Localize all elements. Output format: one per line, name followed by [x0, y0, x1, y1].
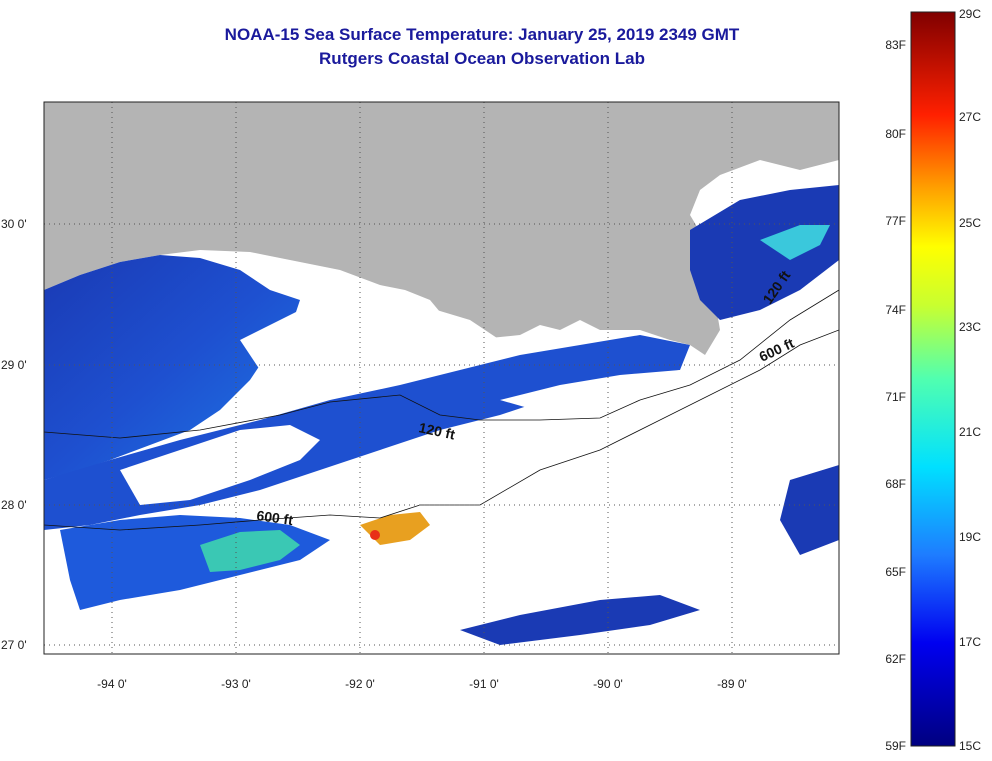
- lon-label: -93 0': [221, 677, 251, 691]
- colorbar-f-label: 68F: [885, 477, 906, 491]
- plot-border: [43, 101, 840, 655]
- contour-label-120-west: 120 ft: [417, 419, 456, 442]
- contour-label-600-west: 600 ft: [256, 507, 295, 528]
- colorbar-f-label: 59F: [885, 739, 906, 753]
- water-patch-warm: [200, 530, 300, 572]
- lon-label: -92 0': [345, 677, 375, 691]
- map-title: NOAA-15 Sea Surface Temperature: January…: [224, 25, 740, 44]
- colorbar-f-label: 83F: [885, 38, 906, 52]
- colorbar-f-label: 65F: [885, 565, 906, 579]
- map-subtitle: Rutgers Coastal Ocean Observation Lab: [319, 49, 645, 68]
- lon-label: -91 0': [469, 677, 499, 691]
- colorbar-c-label: 25C: [959, 216, 981, 230]
- lat-label: 27 0': [1, 638, 27, 652]
- lat-label: 30 0': [1, 217, 27, 231]
- cloud-band-3: [500, 370, 720, 420]
- lat-label: 29 0': [1, 358, 27, 372]
- colorbar-c-label: 21C: [959, 425, 981, 439]
- cloud-band-2: [120, 425, 320, 505]
- colorbar-c-label: 19C: [959, 530, 981, 544]
- water-patch-se: [780, 465, 839, 555]
- contour-120ft: [44, 289, 839, 439]
- colorbar-c-label: 27C: [959, 110, 981, 124]
- water-cold-west: [44, 255, 300, 480]
- colorbar-f-label: 71F: [885, 390, 906, 404]
- grid: [44, 102, 839, 654]
- colorbar-c-label: 15C: [959, 739, 981, 753]
- lon-label: -94 0': [97, 677, 127, 691]
- colorbar: [910, 11, 956, 747]
- colorbar-f-label: 62F: [885, 652, 906, 666]
- colorbar-c-label: 17C: [959, 635, 981, 649]
- colorbar-f-label: 74F: [885, 303, 906, 317]
- hot-spot-core: [370, 530, 380, 540]
- water-patch-east-warm: [760, 225, 830, 260]
- lon-label: -89 0': [717, 677, 747, 691]
- lon-label: -90 0': [593, 677, 623, 691]
- land-mass: [44, 102, 839, 355]
- colorbar-c-label: 29C: [959, 7, 981, 21]
- cloud-band-1: [240, 300, 500, 380]
- water-patch-bottom: [460, 595, 700, 645]
- water-patch-east: [690, 185, 839, 320]
- colorbar-f-label: 80F: [885, 127, 906, 141]
- colorbar-f-label: 77F: [885, 214, 906, 228]
- lat-label: 28 0': [1, 498, 27, 512]
- colorbar-c-label: 23C: [959, 320, 981, 334]
